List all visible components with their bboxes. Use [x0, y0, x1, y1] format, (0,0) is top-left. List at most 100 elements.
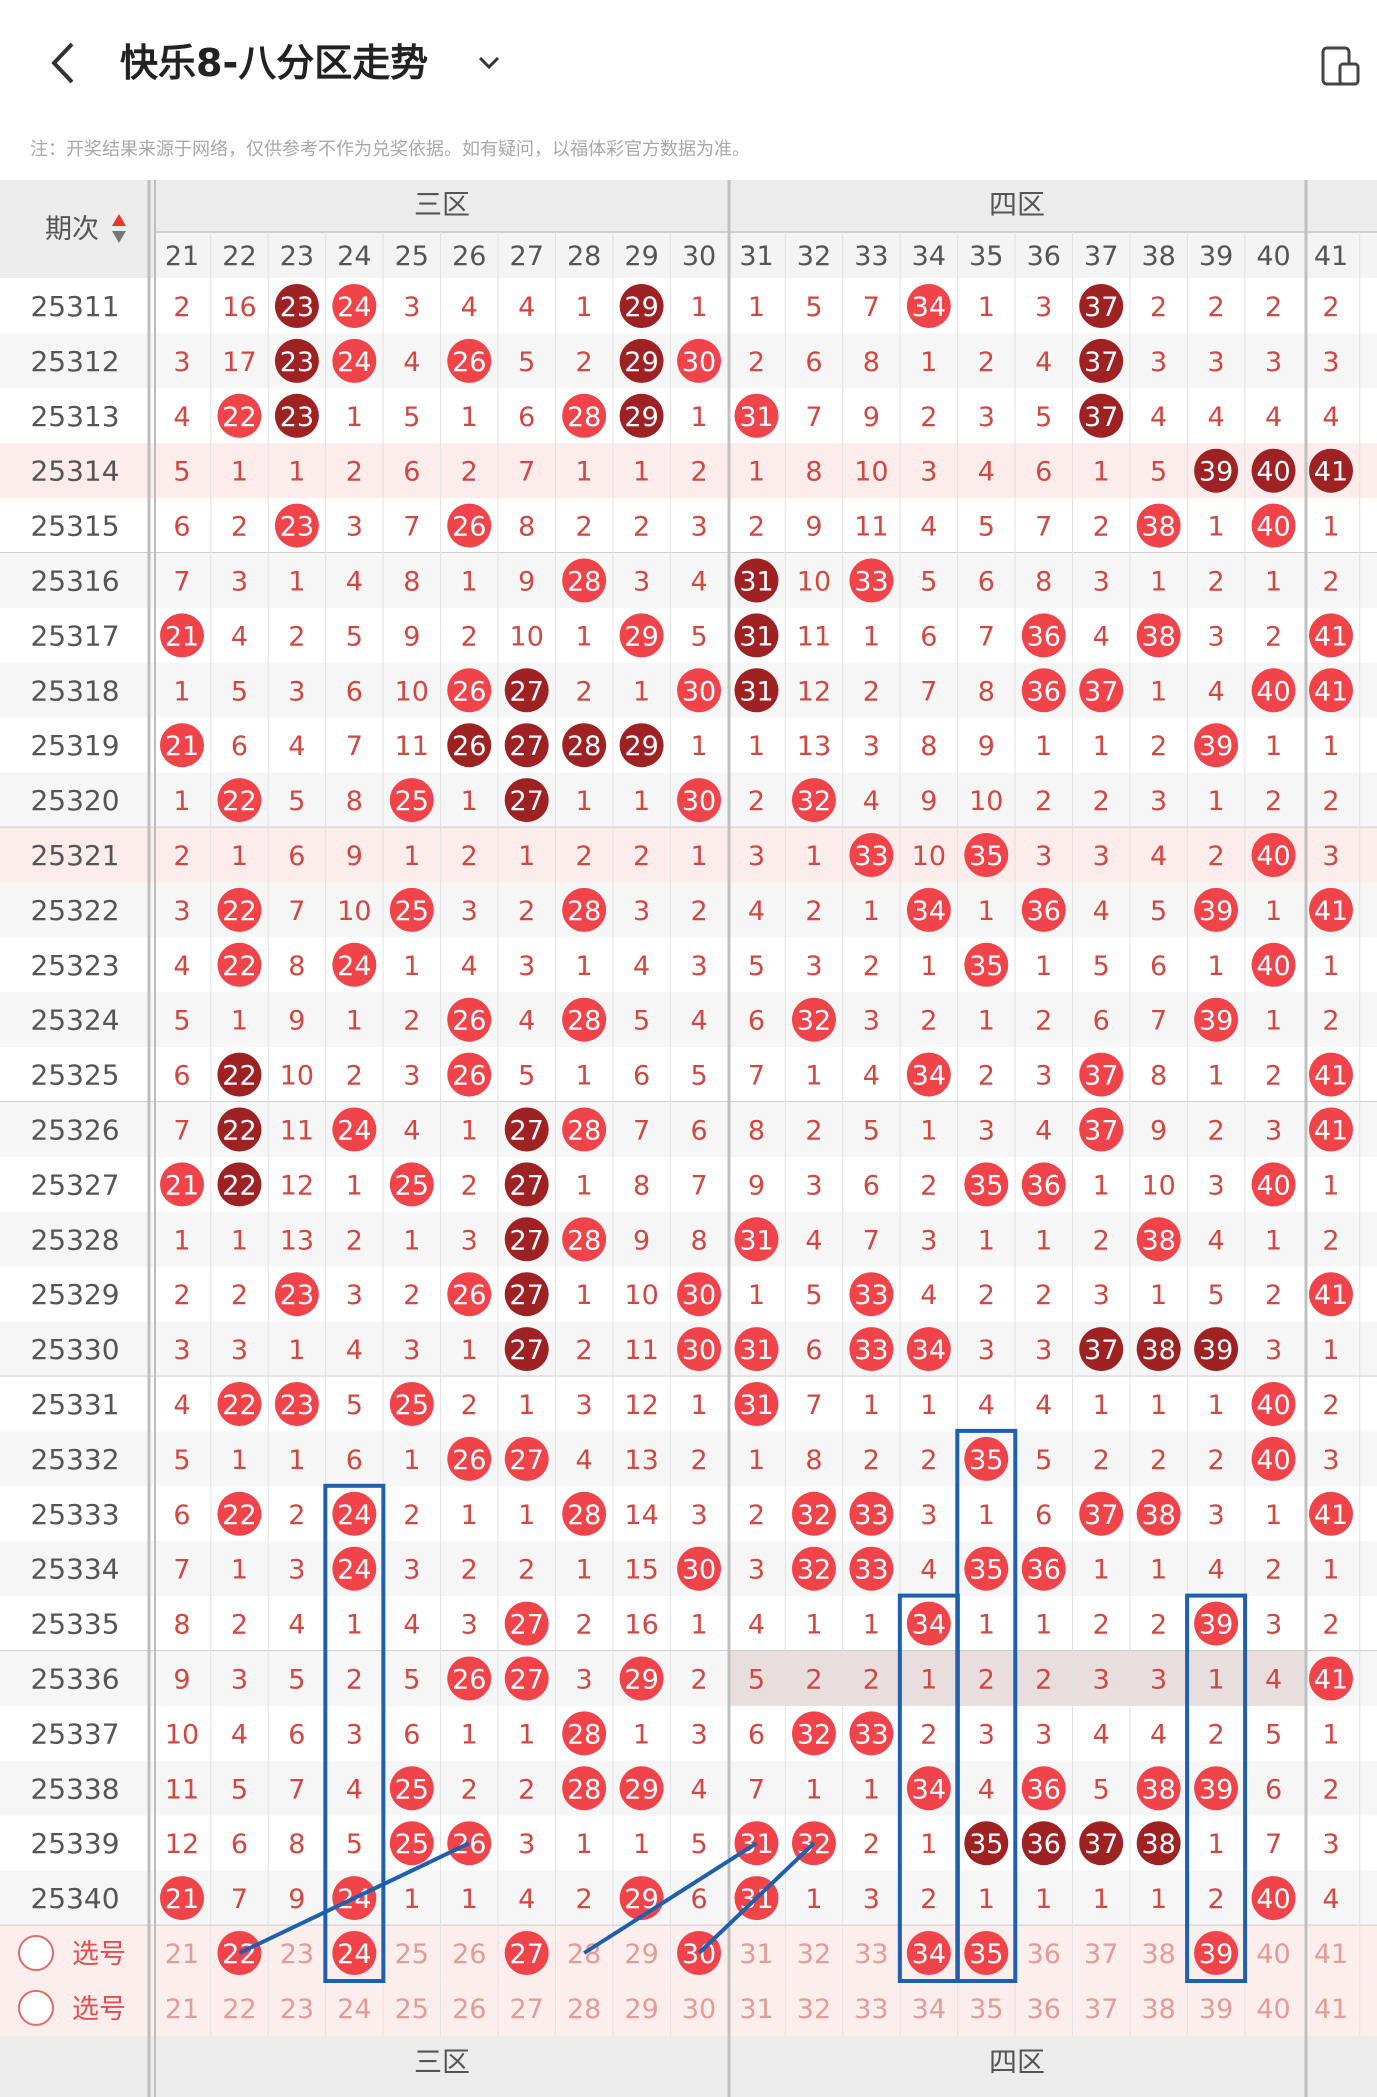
page-title[interactable]: 快乐8-八分区走势	[120, 41, 429, 85]
ball-number: 28	[567, 1774, 601, 1805]
period-cell: 25330	[30, 1333, 119, 1366]
select-number-26[interactable]: 26	[452, 1994, 486, 2025]
select-number-21[interactable]: 21	[165, 1939, 199, 1970]
select-radio[interactable]	[18, 1989, 54, 2026]
omit-value: 7	[748, 1061, 765, 1092]
ball-26	[447, 1052, 492, 1097]
column-header: 23	[280, 241, 314, 272]
table-row	[0, 443, 1377, 499]
ball-number: 33	[854, 1335, 888, 1366]
select-number-31[interactable]: 31	[739, 1939, 773, 1970]
select-number-40[interactable]: 40	[1256, 1939, 1290, 1970]
period-cell: 25329	[30, 1278, 119, 1311]
omit-value: 3	[1035, 1335, 1052, 1366]
select-number-29[interactable]: 29	[624, 1994, 658, 2025]
omit-value: 1	[346, 1170, 363, 1201]
select-number-33[interactable]: 33	[854, 1939, 888, 1970]
sort-up-icon[interactable]	[112, 214, 126, 226]
select-radio[interactable]	[18, 1935, 54, 1971]
omit-value: 1	[1208, 1061, 1225, 1092]
select-number-28[interactable]: 28	[567, 1994, 601, 2025]
ball-33	[849, 1491, 894, 1536]
select-number-23[interactable]: 23	[280, 1994, 314, 2025]
device-toggle-icon[interactable]	[1318, 44, 1362, 88]
ball-number: 29	[624, 1665, 658, 1696]
omit-value: 7	[231, 1884, 248, 1915]
ball-37	[1079, 668, 1124, 713]
select-number-30[interactable]: 30	[682, 1994, 716, 2025]
ball-40	[1251, 448, 1296, 493]
select-number-34[interactable]: 34	[912, 1994, 946, 2025]
select-number-37[interactable]: 37	[1084, 1994, 1118, 2025]
selected-ball-27[interactable]	[504, 1931, 549, 1975]
select-number-36[interactable]: 36	[1027, 1939, 1061, 1970]
ball-number: 25	[395, 1170, 429, 1201]
select-number-24[interactable]: 24	[337, 1994, 371, 2025]
ball-23	[274, 503, 319, 548]
ball-number: 34	[912, 1061, 946, 1092]
ball-number: 33	[854, 1280, 888, 1311]
ball-28	[562, 1711, 607, 1756]
omit-value: 6	[288, 841, 305, 872]
omit-value: 3	[920, 1225, 937, 1256]
select-number-27[interactable]: 27	[510, 1994, 544, 2025]
omit-value: 3	[1208, 1500, 1225, 1531]
ball-39	[1194, 723, 1239, 768]
select-number-21[interactable]: 21	[165, 1994, 199, 2025]
select-number-40[interactable]: 40	[1256, 1994, 1290, 2025]
ball-34	[906, 1766, 951, 1811]
select-number-22[interactable]: 22	[222, 1994, 256, 2025]
omit-value: 2	[576, 512, 593, 543]
omit-value: 4	[1208, 1225, 1225, 1256]
omit-value: 3	[288, 676, 305, 707]
omit-value: 8	[863, 347, 880, 378]
omit-value: 1	[403, 1225, 420, 1256]
selected-ball-24[interactable]	[332, 1931, 377, 1975]
select-number-41[interactable]: 41	[1314, 1939, 1348, 1970]
table-row	[0, 1870, 1377, 1926]
period-cell: 25320	[30, 784, 119, 817]
omit-value: 1	[1208, 1665, 1225, 1696]
omit-value: 3	[978, 1719, 995, 1750]
select-number-38[interactable]: 38	[1141, 1939, 1175, 1970]
chevron-down-icon[interactable]	[474, 48, 504, 78]
select-number-29[interactable]: 29	[624, 1939, 658, 1970]
select-number-37[interactable]: 37	[1084, 1939, 1118, 1970]
select-number-35[interactable]: 35	[969, 1994, 1003, 2025]
omit-value: 9	[518, 567, 535, 598]
ball-number: 27	[510, 1225, 544, 1256]
selected-ball-34[interactable]	[906, 1931, 951, 1975]
select-number-23[interactable]: 23	[280, 1939, 314, 1970]
selected-ball-35[interactable]	[964, 1931, 1009, 1975]
ball-30	[677, 1546, 722, 1591]
omit-value: 9	[748, 1170, 765, 1201]
column-header: 34	[912, 241, 946, 272]
selected-ball-39[interactable]	[1194, 1931, 1239, 1975]
omit-value: 4	[288, 1610, 305, 1641]
ball-34	[906, 887, 951, 932]
omit-value: 3	[461, 1610, 478, 1641]
select-number-31[interactable]: 31	[739, 1994, 773, 2025]
select-number-33[interactable]: 33	[854, 1994, 888, 2025]
chevron-left-icon[interactable]	[42, 38, 86, 88]
ball-number: 26	[452, 1445, 486, 1476]
ball-number: 41	[1314, 1500, 1348, 1531]
select-number-39[interactable]: 39	[1199, 1994, 1233, 2025]
select-number-26[interactable]: 26	[452, 1939, 486, 1970]
select-number-36[interactable]: 36	[1027, 1994, 1061, 2025]
period-header[interactable]: 期次	[45, 214, 99, 245]
sort-down-icon[interactable]	[112, 231, 126, 243]
ball-22	[217, 1162, 262, 1207]
select-number-32[interactable]: 32	[797, 1994, 831, 2025]
ball-number: 36	[1027, 1774, 1061, 1805]
omit-value: 2	[863, 1445, 880, 1476]
select-number-41[interactable]: 41	[1314, 1994, 1348, 2025]
column-header: 31	[739, 241, 773, 272]
select-number-25[interactable]: 25	[395, 1939, 429, 1970]
select-number-25[interactable]: 25	[395, 1994, 429, 2025]
ball-number: 31	[739, 1335, 773, 1366]
select-number-38[interactable]: 38	[1141, 1994, 1175, 2025]
ball-number: 39	[1199, 896, 1233, 927]
select-number-32[interactable]: 32	[797, 1939, 831, 1970]
omit-value: 2	[403, 1006, 420, 1037]
